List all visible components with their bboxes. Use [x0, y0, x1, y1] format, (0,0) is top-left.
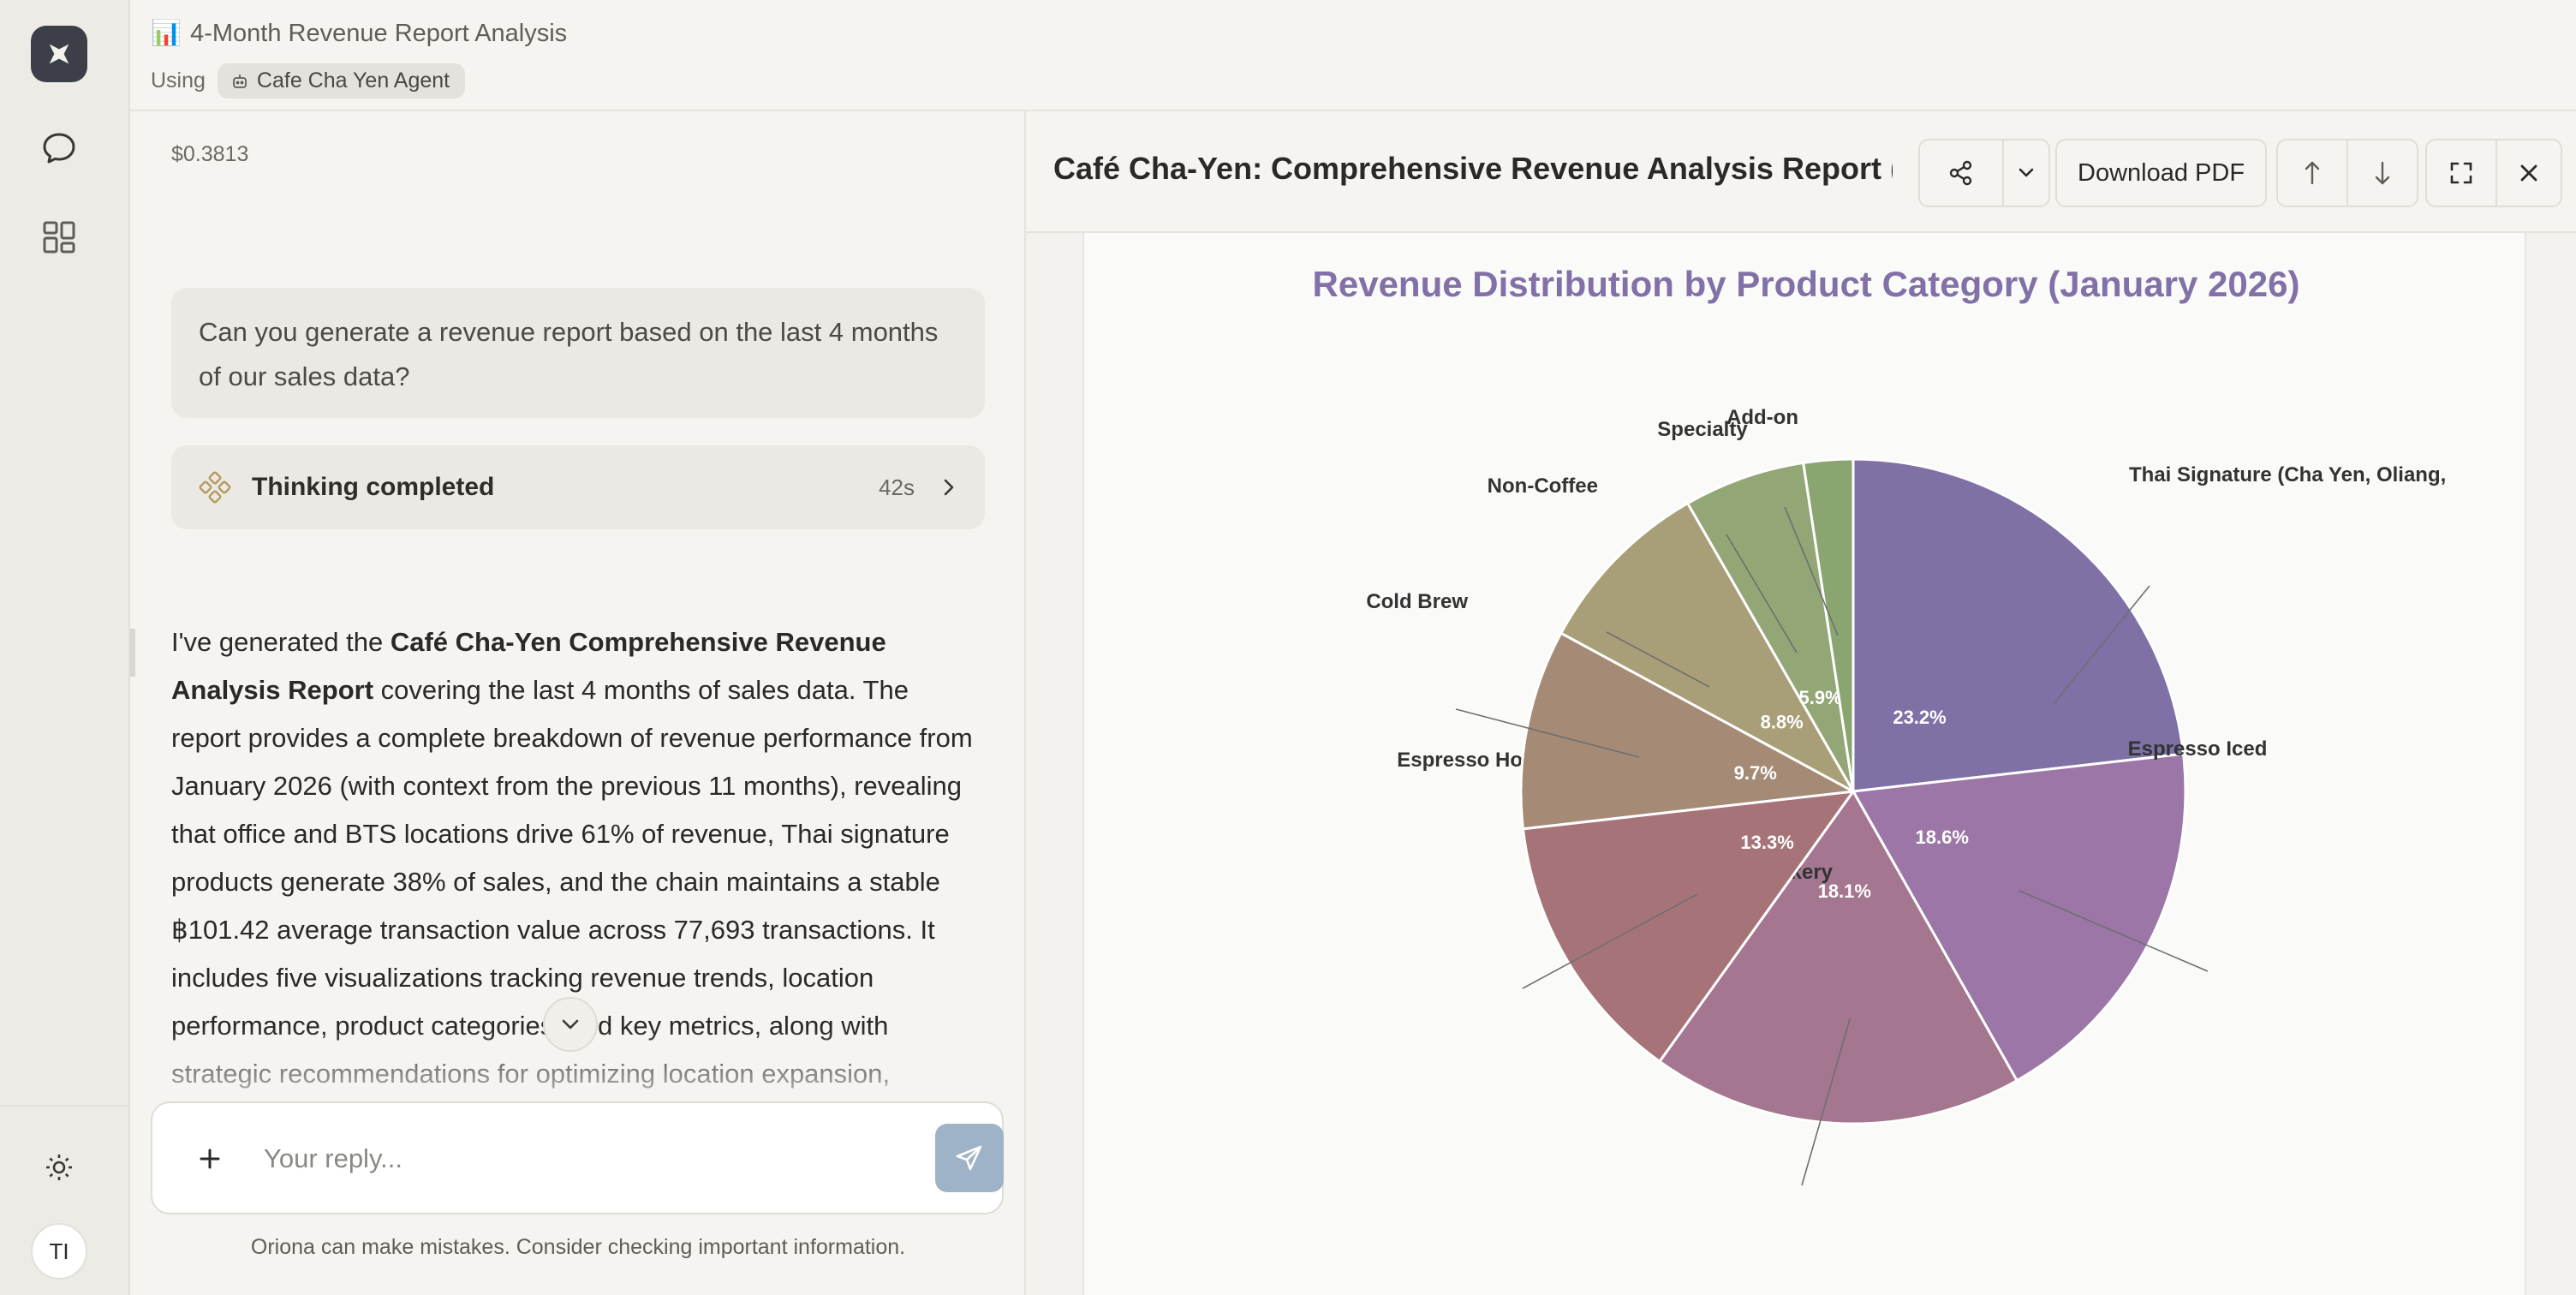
user-message: Can you generate a revenue report based … [171, 288, 985, 418]
pie-leader-line [1784, 506, 1839, 636]
theme-sun-icon[interactable] [31, 1139, 87, 1196]
pie-value-label: 18.1% [1818, 880, 1871, 902]
pie-slice [1521, 790, 1857, 1064]
message-cost: $0.3813 [171, 142, 249, 166]
pie-category-label: Non-Coffee [1488, 474, 1598, 498]
next-section-button[interactable] [2346, 139, 2418, 207]
send-arrow-icon [956, 1145, 982, 1171]
report-header: Café Cha-Yen: Comprehensive Revenue Anal… [1026, 111, 2576, 233]
pie-value-label: 9.7% [1734, 762, 1777, 784]
pie-slice [1851, 752, 2187, 1083]
pie-value-label: 13.3% [1740, 832, 1793, 853]
fullscreen-button[interactable] [2425, 139, 2497, 207]
reply-report-name: Café Cha-Yen Comprehensive Revenue Analy… [171, 627, 886, 705]
pie-category-label: Specialty [1657, 418, 1748, 441]
pie-category-label: Thai Signature (Cha Yen, Oliang, [2129, 463, 2446, 486]
previous-section-button[interactable] [2276, 139, 2348, 207]
reply-intro: I've generated the [171, 627, 391, 657]
add-attachment-button[interactable] [187, 1136, 233, 1182]
pie-leader-line [1522, 893, 1698, 989]
chat-icon[interactable] [31, 120, 87, 176]
thinking-toggle[interactable]: Thinking completed 42s [171, 445, 985, 529]
conversation-title-text[interactable]: 4-Month Revenue Report Analysis [190, 19, 568, 47]
plus-icon [200, 1149, 220, 1169]
agent-name: Cafe Cha Yen Agent [256, 69, 450, 92]
thinking-time: 42s [879, 474, 915, 500]
download-pdf-button[interactable]: Download PDF [2055, 139, 2268, 207]
pie-value-label: 18.6% [1916, 827, 1969, 848]
close-icon [2520, 164, 2537, 182]
pie-leader-line [1606, 631, 1710, 688]
top-bar: 📊 4-Month Revenue Report Analysis Using … [130, 0, 2576, 111]
agent-robot-icon [233, 74, 247, 88]
app-logo-icon[interactable] [31, 26, 87, 82]
share-icon [1949, 160, 1972, 186]
pie-category-label: Add-on [1726, 406, 1798, 429]
chevron-down-icon [562, 1019, 579, 1029]
thinking-label: Thinking completed [252, 473, 495, 501]
chart-emoji-icon: 📊 [151, 20, 182, 47]
scroll-to-bottom-button[interactable] [543, 997, 598, 1052]
reply-input[interactable] [264, 1137, 778, 1180]
chevron-right-icon [944, 479, 954, 496]
arrow-down-icon [2375, 161, 2390, 185]
chart-title: Revenue Distribution by Product Category… [1312, 264, 2300, 304]
pie-category-label: Cold Brew [1366, 590, 1468, 613]
chat-pane: $0.3813 Can you generate a revenue repor… [130, 111, 1026, 1295]
arrow-up-icon [2305, 161, 2320, 185]
download-pdf-label: Download PDF [2078, 158, 2245, 187]
close-panel-button[interactable] [2496, 139, 2562, 207]
pie-value-label: 8.8% [1761, 712, 1804, 733]
expand-icon [2450, 162, 2472, 184]
pie-value-label: 5.9% [1799, 687, 1842, 708]
report-panel: Café Cha-Yen: Comprehensive Revenue Anal… [1026, 111, 2576, 1295]
pie-slice [1559, 501, 1857, 795]
pie-leader-line [2018, 890, 2209, 972]
pie-slice [1657, 789, 2019, 1125]
share-button[interactable] [1918, 139, 2004, 207]
pie-slice [1685, 461, 1855, 792]
dashboard-grid-icon[interactable] [31, 209, 87, 266]
using-label: Using [151, 69, 206, 92]
send-button[interactable] [935, 1124, 1004, 1192]
pie-leader-line [1455, 708, 1640, 758]
pie-category-label: Espresso Hot [1397, 749, 1530, 772]
thinking-sparkle-icon [199, 471, 231, 504]
pie-category-label: Espresso Iced [2128, 737, 2268, 761]
chevron-down-icon [2018, 168, 2034, 177]
user-avatar[interactable]: TI [31, 1223, 87, 1280]
reply-composer [151, 1101, 1004, 1214]
pie-slice [1802, 457, 1855, 792]
agent-info: Using Cafe Cha Yen Agent [151, 63, 466, 98]
left-rail: TI [0, 0, 130, 1295]
share-options-dropdown[interactable] [2002, 139, 2050, 207]
pie-value-label: 23.2% [1893, 707, 1946, 728]
report-title: Café Cha-Yen: Comprehensive Revenue Anal… [1053, 151, 1893, 186]
pie-leader-line [1726, 534, 1798, 653]
pie-leader-line [1801, 1018, 1851, 1186]
scroll-marker [130, 629, 135, 677]
agent-pill[interactable]: Cafe Cha Yen Agent [217, 63, 466, 98]
pie-chart: 23.2% Thai Signature (Cha Yen, Oliang, 18.… [1366, 406, 2446, 1186]
pie-leader-line [2053, 585, 2150, 705]
pie-slice [1852, 457, 2185, 793]
conversation-title: 📊 4-Month Revenue Report Analysis [151, 19, 567, 48]
disclaimer-text: Oriona can make mistakes. Consider check… [250, 1235, 906, 1259]
rail-divider [0, 1105, 128, 1107]
report-document: Revenue Distribution by Product Category… [1082, 233, 2526, 1295]
